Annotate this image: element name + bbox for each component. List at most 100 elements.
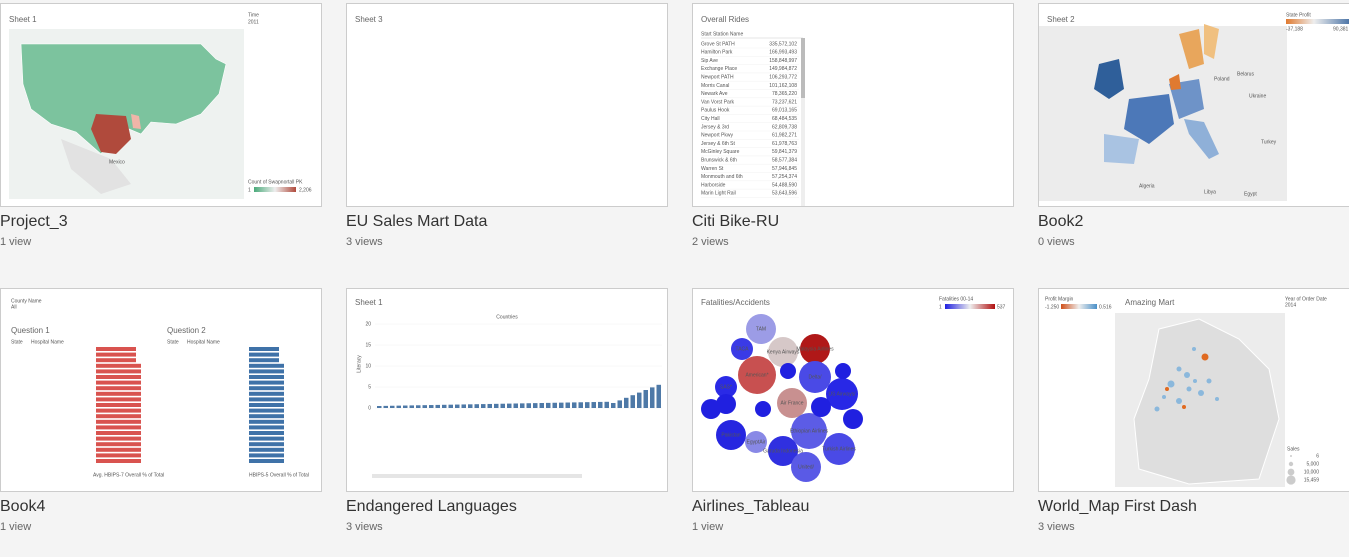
bar-shape	[249, 347, 279, 351]
workbook-card[interactable]: Fatalities/Accidents Fatalities 00-14 1 …	[692, 288, 1014, 542]
bar-shape	[377, 406, 382, 408]
legend-max: 0.516	[1099, 304, 1112, 310]
thumbnail[interactable]: County Name All Question 1 Question 2 St…	[0, 288, 322, 492]
ride-count: 62,809,738	[772, 124, 797, 130]
workbook-card[interactable]: County Name All Question 1 Question 2 St…	[0, 288, 322, 542]
bar-shape	[249, 391, 284, 396]
thumbnail[interactable]: Sheet 1 Countries Literacy 20 15 10 5 0	[346, 288, 668, 492]
station-name: Monmouth and 6th	[701, 174, 743, 180]
bubble	[823, 433, 855, 465]
bubble-label: Turkish Airlines	[822, 446, 856, 452]
ride-count: 57,946,845	[772, 166, 797, 172]
column-header: Hospital Name	[187, 339, 220, 345]
bar-shape	[249, 425, 284, 430]
station-name: Morris Canal	[701, 83, 729, 89]
bar-shape	[591, 402, 596, 408]
view-count: 3 views	[346, 521, 383, 533]
thumbnail[interactable]: Sheet 3	[346, 3, 668, 207]
station-name: Warren St	[701, 166, 724, 172]
italy	[1184, 119, 1219, 159]
size-swatch	[1288, 461, 1294, 467]
bar-shape	[539, 403, 544, 408]
bubble-label: US Airways/	[829, 391, 857, 397]
bar-shape	[96, 425, 141, 430]
station-name: Van Vorst Park	[701, 99, 734, 105]
size-swatch	[1286, 475, 1296, 485]
iberia	[1104, 134, 1139, 164]
sheet-title: Sheet 3	[355, 15, 383, 24]
legend-ramp	[1061, 304, 1097, 309]
bar-shape	[96, 380, 141, 385]
place-label: Poland	[1214, 76, 1230, 82]
france	[1124, 94, 1174, 144]
filter-label: Year of Order Date	[1285, 296, 1327, 302]
ride-count: 59,841,379	[772, 149, 797, 155]
workbook-title[interactable]: EU Sales Mart Data	[346, 213, 488, 230]
workbook-title[interactable]: Airlines_Tableau	[692, 498, 810, 515]
bubble	[799, 361, 831, 393]
bar-shape	[624, 397, 629, 408]
bar-shape	[507, 403, 512, 408]
place-label: Belarus	[1237, 71, 1254, 77]
workbook-title[interactable]: Project_3	[0, 213, 68, 230]
bar-shape	[422, 405, 427, 408]
legend-min: -37,188	[1286, 26, 1303, 32]
bubble-shape	[780, 363, 796, 379]
bar-shape	[396, 405, 401, 408]
ride-count: 68,484,535	[772, 116, 797, 122]
workbook-card[interactable]: Sheet 2 Poland Belarus Ukraine Turkey Al…	[1038, 3, 1349, 257]
legend-ramp	[254, 187, 296, 192]
place-label: Algeria	[1139, 183, 1155, 189]
ride-count: 54,488,590	[772, 182, 797, 188]
bar-shape	[455, 404, 460, 408]
map-label: Mexico	[109, 159, 125, 165]
bar-shape	[96, 459, 141, 463]
workbook-card[interactable]: Sheet 3 EU Sales Mart Data 3 views	[346, 3, 668, 257]
workbook-title[interactable]: World_Map First Dash	[1038, 498, 1197, 515]
place-label: Turkey	[1261, 139, 1277, 145]
workbook-title[interactable]: Book2	[1038, 213, 1084, 230]
thumbnail[interactable]: Sheet 1 Time 2011 Mexico Count of Swapno…	[0, 3, 322, 207]
workbook-title[interactable]: Book4	[0, 498, 46, 515]
thumbnail-image: County Name All Question 1 Question 2 St…	[11, 298, 309, 478]
column-header: Hospital Name	[31, 339, 64, 345]
legend-title: Count of Swapnortall PK	[248, 179, 303, 185]
workbook-card[interactable]: Profit Margin -1.250 0.516 Amazing Mart …	[1038, 288, 1349, 542]
bar-shape	[249, 459, 284, 463]
scroll-thumb	[801, 38, 805, 98]
bar-shape	[96, 442, 141, 447]
bar-shape	[249, 397, 284, 402]
sheet-title: Sheet 2	[1047, 15, 1075, 24]
view-count: 3 views	[1038, 521, 1075, 533]
bar-shape	[559, 402, 564, 408]
workbook-card[interactable]: Overall Rides Start Station Name Grove S…	[692, 3, 1014, 257]
bar-shape	[96, 391, 141, 396]
axis-title: Literacy	[356, 355, 362, 373]
thumbnail[interactable]: Profit Margin -1.250 0.516 Amazing Mart …	[1038, 288, 1349, 492]
bar-shape	[96, 408, 141, 413]
ride-count: 58,577,384	[772, 158, 797, 164]
y-tick-label: 15	[365, 342, 371, 348]
legend-title: Sales	[1287, 446, 1300, 452]
bubble	[745, 431, 767, 453]
workbook-card[interactable]: Sheet 1 Countries Literacy 20 15 10 5 0 Enda…	[346, 288, 668, 542]
bar-shape	[96, 358, 136, 363]
thumbnail[interactable]: Fatalities/Accidents Fatalities 00-14 1 …	[692, 288, 1014, 492]
bubble-label: SAS*	[720, 384, 732, 390]
workbook-title[interactable]: Endangered Languages	[346, 498, 517, 515]
view-count: 2 views	[692, 236, 729, 248]
station-name: Sip Ave	[701, 58, 718, 64]
bar-shape	[513, 403, 518, 408]
thumbnail[interactable]: Overall Rides Start Station Name Grove S…	[692, 3, 1014, 207]
ride-count: 149,984,872	[769, 66, 797, 72]
station-name: City Hall	[701, 116, 720, 122]
bar-shape	[96, 363, 141, 368]
bar-shape	[249, 352, 279, 357]
bar-shape	[96, 436, 141, 441]
bar-shape	[604, 401, 609, 408]
workbook-card[interactable]: Sheet 1 Time 2011 Mexico Count of Swapno…	[0, 3, 322, 257]
thumbnail[interactable]: Sheet 2 Poland Belarus Ukraine Turkey Al…	[1038, 3, 1349, 207]
state	[131, 114, 141, 129]
workbook-title[interactable]: Citi Bike-RU	[692, 213, 780, 230]
scrollbar	[801, 38, 805, 206]
